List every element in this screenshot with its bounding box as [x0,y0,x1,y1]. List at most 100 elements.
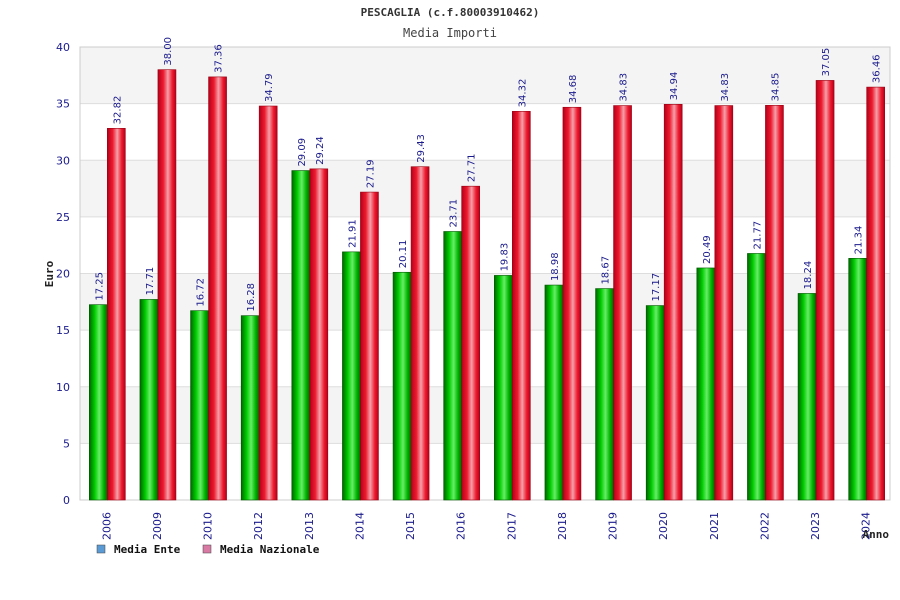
bar-value-label: 17.71 [145,267,156,296]
bar-media-ente [443,231,462,501]
legend-label: Media Nazionale [220,543,320,556]
x-axis-title: Anno [863,528,890,541]
x-tick-label: 2018 [556,512,569,540]
bar-value-label: 34.85 [770,73,781,102]
bar-value-label: 34.68 [568,75,579,104]
bar-value-label: 17.17 [651,273,662,302]
x-tick-label: 2020 [657,512,670,540]
bar-media-ente [89,304,108,501]
bar-value-label: 37.36 [214,44,225,73]
bar-value-label: 21.77 [752,221,763,250]
bar-media-nazionale [410,166,430,501]
plot-frame [79,46,891,501]
bar-media-nazionale [512,111,531,501]
bar-media-nazionale [613,105,632,501]
bar-value-label: 18.98 [550,252,561,281]
bar-value-label: 16.72 [196,278,207,307]
x-tick-label: 2010 [202,512,215,540]
bar-media-nazionale [562,106,582,501]
legend: Media Ente Media Nazionale [96,543,320,556]
bar-media-ente [645,305,665,501]
bar-media-nazionale [815,80,835,501]
bar-value-label: 21.34 [854,226,865,255]
bar-value-label: 36.46 [872,54,883,83]
y-axis: 0 5 10 15 20 25 30 35 40 [56,41,70,507]
bar-media-ente [139,299,159,501]
bar-value-label: 32.82 [112,96,123,125]
bar-media-ente [190,310,209,501]
bar-value-label: 29.24 [315,136,326,165]
bar-value-label: 16.28 [246,283,257,312]
legend-swatch [202,544,212,554]
bar-value-label: 17.25 [94,272,105,301]
bar-media-nazionale [309,168,329,501]
bar-value-label: 34.94 [669,72,680,101]
bars [89,69,885,501]
y-tick-label: 0 [63,494,70,507]
bar-value-label: 27.19 [365,159,376,188]
y-tick-label: 30 [56,154,70,167]
legend-swatch [96,544,106,554]
x-tick-label: 2015 [404,512,417,540]
bar-value-label: 34.32 [517,79,528,108]
y-tick-label: 25 [56,211,70,224]
x-tick-label: 2021 [708,512,721,540]
x-tick-label: 2012 [252,512,265,540]
y-tick-label: 5 [63,437,70,450]
bar-media-nazionale [360,191,379,501]
y-axis-title: Euro [43,260,56,287]
y-tick-label: 35 [56,98,70,111]
bar-media-nazionale [714,105,734,501]
y-tick-label: 40 [56,41,70,54]
x-tick-label: 2016 [455,512,468,540]
x-tick-label: 2024 [860,512,873,540]
bar-media-ente [240,315,260,501]
bar-media-nazionale [107,128,126,501]
bar-value-label: 18.67 [601,256,612,285]
bar-media-ente [797,293,817,501]
bar-media-nazionale [663,104,683,501]
bar-media-ente [392,271,412,501]
x-tick-label: 2023 [809,512,822,540]
bar-media-nazionale [461,185,480,501]
bar-value-label: 23.71 [449,199,460,228]
bar-media-nazionale [157,69,177,501]
bar-value-label: 34.79 [264,73,275,102]
bar-media-ente [595,288,614,501]
bar-media-ente [747,253,766,501]
bar-media-nazionale [258,105,278,501]
bar-media-ente [494,275,513,501]
bar-media-ente [342,251,361,501]
bar-value-label: 20.49 [702,235,713,264]
bar-value-label: 37.05 [821,48,832,77]
bar-media-ente [848,258,867,501]
x-tick-label: 2013 [303,512,316,540]
bar-value-label: 29.43 [416,134,427,163]
bar-media-ente [544,284,564,501]
bar-value-label: 34.83 [619,73,630,102]
bar-value-label: 18.24 [803,261,814,290]
x-tick-label: 2019 [607,512,620,540]
chart-subtitle: Media Importi [403,26,497,40]
y-tick-label: 10 [56,381,70,394]
x-axis: 2006 2009 2010 2012 2013 2014 2015 2016 2017 2018… [100,512,872,540]
x-tick-label: 2017 [505,512,518,540]
bar-value-label: 27.71 [467,154,478,183]
bar-media-nazionale [208,76,227,501]
bar-value-label: 38.00 [163,37,174,66]
x-tick-label: 2006 [100,512,113,540]
x-tick-label: 2014 [353,512,366,540]
bar-value-label: 19.83 [499,243,510,272]
x-tick-label: 2022 [758,512,771,540]
bar-value-label: 21.91 [347,219,358,248]
bar-value-label: 29.09 [297,138,308,167]
bar-value-label: 20.11 [398,240,409,269]
bar-media-nazionale [866,86,885,501]
chart-title: PESCAGLIA (c.f.80003910462) [361,6,540,19]
bar-value-label: 34.83 [720,73,731,102]
bar-media-ente [291,170,311,501]
bar-media-nazionale [765,105,784,501]
y-tick-label: 20 [56,268,70,281]
value-labels: 17.25 32.82 17.71 38.00 16.72 37.36 16.28 34.79… [94,37,882,312]
